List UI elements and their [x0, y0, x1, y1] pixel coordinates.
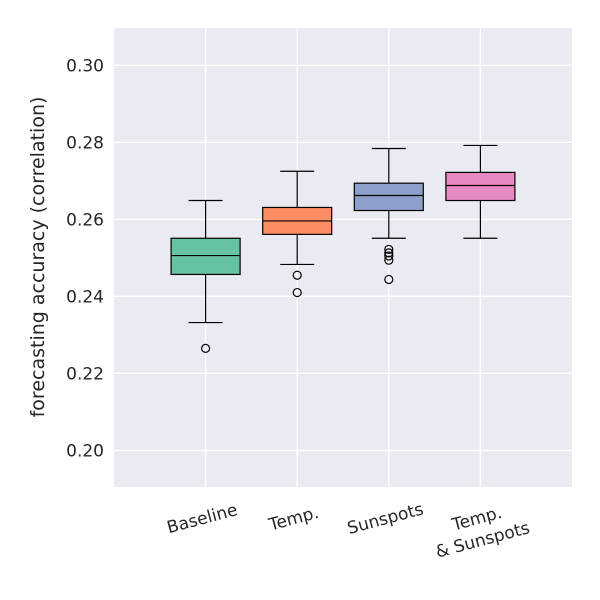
outlier-point: [384, 244, 394, 255]
outlier-point: [292, 287, 302, 298]
x-tick-label-line: Sunspots: [345, 499, 426, 539]
y-ticks: 0.20 0.22 0.24 0.26 0.28 0.30: [66, 56, 104, 461]
box-2: [262, 170, 333, 298]
boxes: [170, 144, 516, 353]
x-tick-label: Sunspots: [345, 499, 426, 539]
y-axis-label: forecasting accuracy (correlation): [27, 97, 49, 418]
x-ticks: Baseline Temp. Sunspots Temp.& Sunspots: [165, 497, 532, 563]
box-iqr: [445, 171, 516, 202]
x-tick-label-line: Baseline: [165, 500, 240, 538]
box-4: [445, 144, 516, 239]
x-tick-label-line: Temp.: [266, 503, 321, 536]
y-tick-label: 0.24: [66, 287, 104, 307]
outlier-point: [384, 255, 394, 265]
grid: [114, 28, 572, 487]
outlier-point: [292, 270, 302, 280]
box-3: [353, 147, 424, 285]
y-tick-label: 0.28: [66, 133, 104, 153]
x-tick-label: Baseline: [165, 500, 240, 538]
outlier-point: [201, 343, 211, 353]
x-tick-label: Temp.: [266, 503, 321, 536]
box-iqr: [353, 182, 424, 212]
outlier-point: [384, 274, 394, 285]
outlier-point: [384, 248, 394, 258]
y-tick-label: 0.22: [66, 364, 104, 384]
y-tick-label: 0.26: [66, 210, 104, 230]
x-tick-label: Temp.& Sunspots: [428, 497, 532, 563]
y-tick-label: 0.30: [66, 56, 104, 76]
box-iqr: [170, 237, 241, 276]
y-tick-label: 0.20: [66, 441, 104, 461]
outlier-point: [384, 251, 394, 261]
box-1: [170, 199, 241, 353]
